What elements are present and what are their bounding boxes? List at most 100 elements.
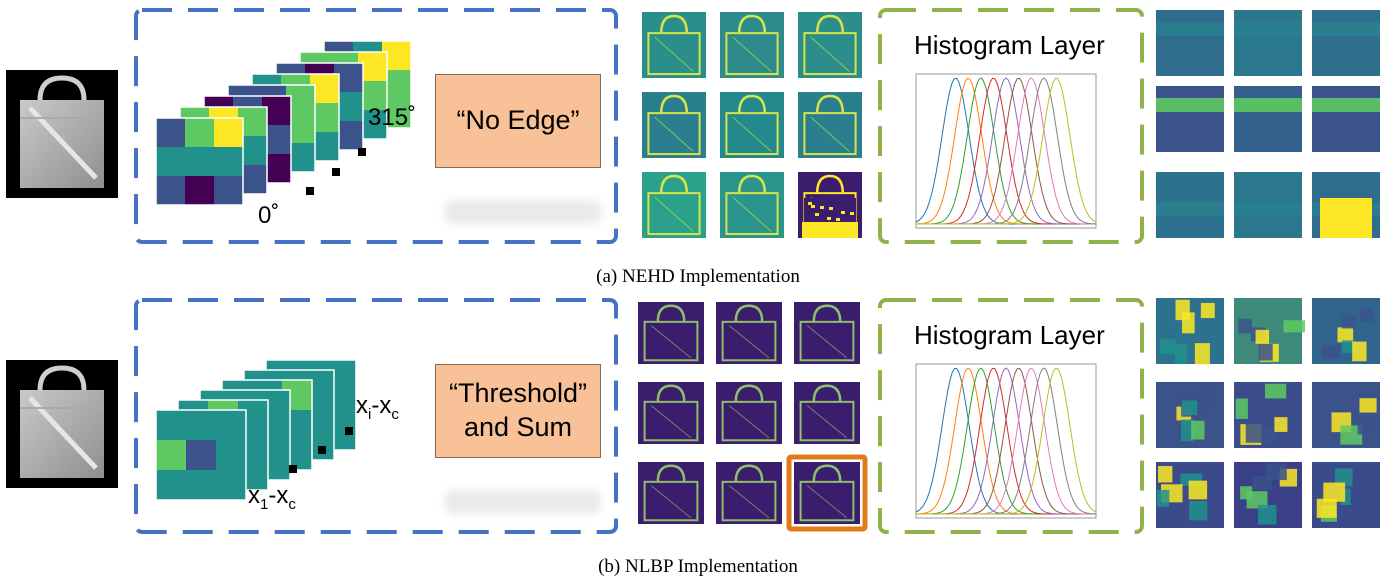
ellipsis-dots-a (306, 148, 366, 195)
histogram-map (1312, 10, 1380, 76)
kernel-cell-a (214, 147, 243, 176)
map-dot (808, 202, 812, 205)
histogram-map-background (1312, 10, 1380, 76)
histogram-plot-b (915, 363, 1097, 519)
kernel-cell-a (185, 118, 214, 147)
map-handle (659, 174, 689, 194)
histogram-map-background (1234, 10, 1302, 76)
histogram-map-blob (1258, 344, 1273, 361)
map-body (799, 320, 855, 362)
kernel-cell-a (185, 176, 214, 205)
map-strap (728, 485, 770, 519)
kernel-layer-a (155, 117, 244, 206)
map-strap (810, 36, 850, 72)
map-dot (850, 212, 854, 215)
histogram-layer-box-b (878, 298, 1144, 534)
output-map-a (720, 172, 784, 238)
histogram-map-blob (1235, 398, 1248, 419)
histogram-map-blob (1181, 400, 1198, 416)
histogram-map-blob (1283, 320, 1305, 333)
map-strap (650, 325, 692, 359)
histogram-map-background (1156, 86, 1224, 152)
map-body (643, 320, 699, 362)
histogram-map (1312, 298, 1380, 364)
map-handle (737, 174, 767, 194)
histogram-map-blob (1257, 504, 1277, 525)
histogram-map-blob (1321, 345, 1341, 359)
map-handle (737, 14, 767, 34)
kernel-border-b (155, 409, 247, 501)
map-dot (829, 207, 833, 210)
histogram-map-blob (1258, 426, 1278, 446)
map-handle (812, 464, 842, 482)
kernel-stack-a (155, 40, 412, 206)
map-background (794, 462, 860, 524)
output-maps-a (642, 12, 862, 238)
output-map-a (720, 12, 784, 78)
map-body (803, 32, 857, 76)
histogram-map-blob (1157, 466, 1173, 483)
map-strap (728, 405, 770, 439)
histogram-map (1312, 462, 1380, 528)
map-background (642, 92, 706, 158)
histogram-layer-box-a (878, 8, 1144, 244)
kernel-layer-b (155, 409, 247, 501)
kernel-cell-b (156, 410, 186, 440)
map-body (643, 400, 699, 442)
histogram-map-blob (1188, 480, 1208, 500)
map-strap (806, 485, 848, 519)
output-map-a (798, 92, 862, 158)
histogram-maps-a (1156, 10, 1380, 238)
map-body (799, 400, 855, 442)
histogram-plot-a (915, 73, 1097, 229)
map-strap (728, 325, 770, 359)
blurred-region-b (445, 490, 601, 514)
map-handle (656, 384, 686, 402)
kernel-cell-b (156, 470, 186, 500)
histogram-map-band (1312, 22, 1380, 36)
histogram-map (1156, 172, 1224, 238)
histogram-map-blob (1238, 318, 1252, 334)
histogram-map (1234, 172, 1302, 238)
kernel-cell-b (186, 440, 216, 470)
map-background (798, 12, 862, 78)
kernel-cell-b (216, 470, 246, 500)
operation-label-b-line1: “Threshold” (448, 378, 588, 409)
output-map-b (716, 382, 782, 444)
operation-label-a: “No Edge” (456, 105, 580, 136)
histogram-maps-b (1156, 298, 1380, 528)
operation-label-b-line2: and Sum (463, 412, 573, 442)
histogram-map-blob (1323, 482, 1346, 502)
map-background (720, 92, 784, 158)
histogram-map-blob (1175, 299, 1190, 321)
output-map-b (638, 302, 704, 364)
map-background (642, 12, 706, 78)
histogram-map-blob (1191, 420, 1205, 440)
kernel-cell-b (216, 410, 246, 440)
map-background (638, 462, 704, 524)
kernel-cell-b (156, 440, 186, 470)
map-handle (734, 384, 764, 402)
histogram-map-blob (1265, 463, 1287, 481)
map-strap (650, 485, 692, 519)
histogram-map (1156, 462, 1224, 528)
kernel-cell-a (185, 147, 214, 176)
output-map-a (642, 12, 706, 78)
histogram-map-blob (1245, 423, 1262, 443)
map-strap (806, 325, 848, 359)
map-strap (810, 116, 850, 152)
kernel-cell-a (156, 118, 185, 147)
histogram-map-blob (1337, 327, 1354, 343)
histogram-map-band (1234, 98, 1302, 112)
map-background (716, 462, 782, 524)
map-background (794, 302, 860, 364)
map-dot (827, 217, 831, 220)
histogram-map (1156, 86, 1224, 152)
output-map-b (638, 462, 704, 524)
histogram-map-band (1234, 22, 1302, 36)
map-base (802, 222, 858, 238)
histogram-map-blob (1189, 501, 1208, 521)
map-body (725, 192, 779, 236)
map-background (794, 382, 860, 444)
